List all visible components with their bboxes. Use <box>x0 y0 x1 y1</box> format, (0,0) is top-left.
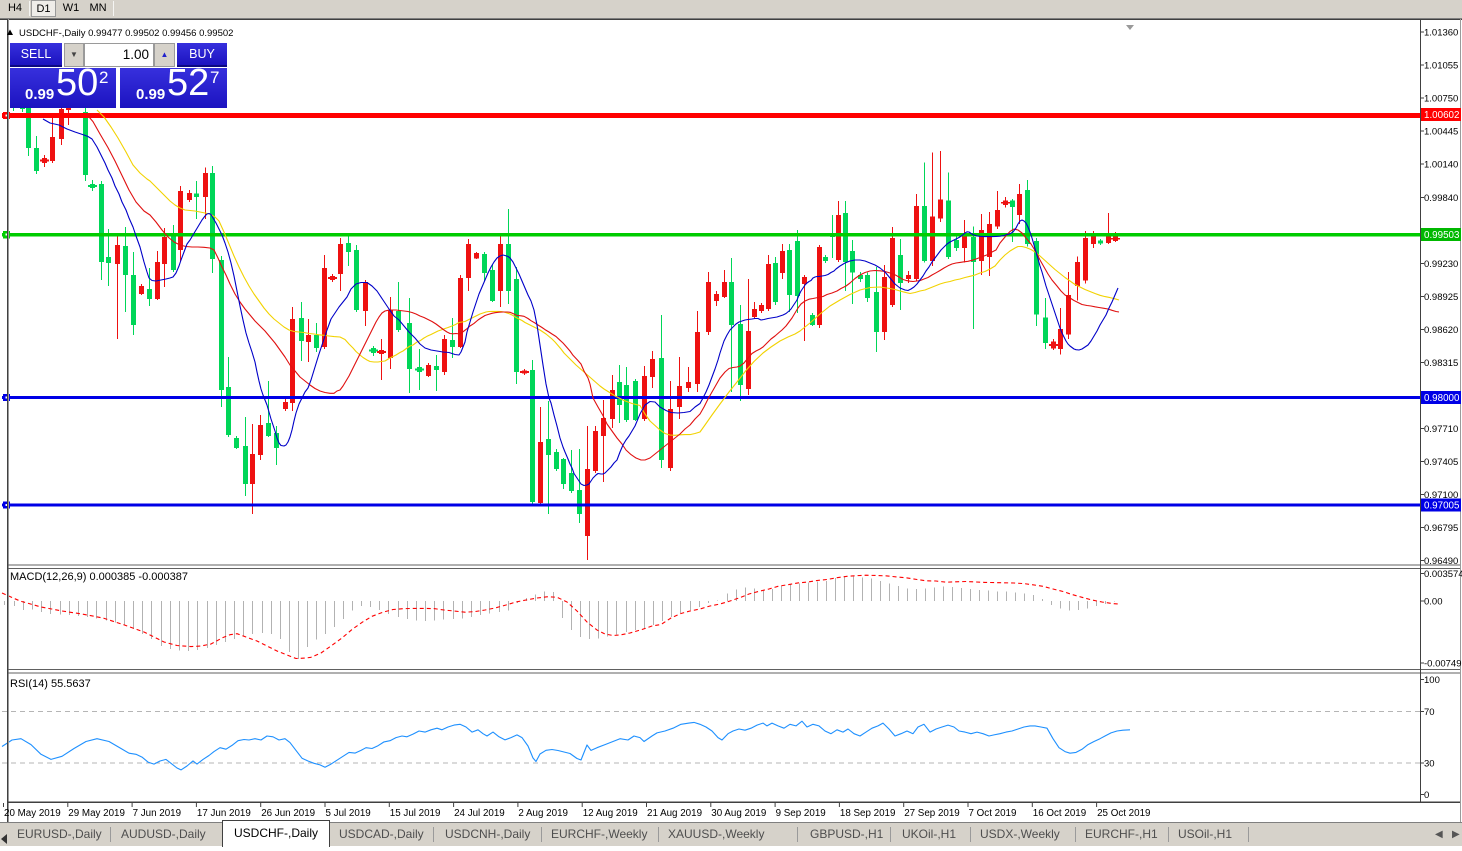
svg-text:29 May 2019: 29 May 2019 <box>68 808 125 819</box>
svg-text:0.98315: 0.98315 <box>1424 358 1458 369</box>
svg-text:0.98620: 0.98620 <box>1424 325 1458 336</box>
svg-text:15 Jul 2019: 15 Jul 2019 <box>390 808 441 819</box>
svg-text:27 Sep 2019: 27 Sep 2019 <box>904 808 960 819</box>
svg-text:0.96490: 0.96490 <box>1424 556 1458 567</box>
svg-text:1.00750: 1.00750 <box>1424 94 1458 105</box>
svg-text:7 Oct 2019: 7 Oct 2019 <box>969 808 1017 819</box>
svg-text:1.01055: 1.01055 <box>1424 61 1458 72</box>
svg-text:0: 0 <box>1424 790 1429 801</box>
svg-text:7 Jun 2019: 7 Jun 2019 <box>133 808 181 819</box>
svg-text:0.99230: 0.99230 <box>1424 259 1458 270</box>
svg-text:70: 70 <box>1424 707 1435 718</box>
svg-text:5 Jul 2019: 5 Jul 2019 <box>326 808 371 819</box>
svg-text:0.99503: 0.99503 <box>1424 230 1460 241</box>
svg-text:MACD(12,26,9) 0.000385 -0.0003: MACD(12,26,9) 0.000385 -0.000387 <box>10 571 188 583</box>
svg-text:1.00445: 1.00445 <box>1424 127 1458 138</box>
svg-text:1.01360: 1.01360 <box>1424 28 1458 39</box>
svg-text:1.00602: 1.00602 <box>1424 110 1459 121</box>
svg-text:25 Oct 2019: 25 Oct 2019 <box>1097 808 1150 819</box>
svg-text:0.97710: 0.97710 <box>1424 424 1458 435</box>
svg-text:30: 30 <box>1424 759 1435 770</box>
svg-text:USDCHF-,Daily 0.99477 0.99502: USDCHF-,Daily 0.99477 0.99502 0.99456 0.… <box>19 28 233 39</box>
svg-text:16 Oct 2019: 16 Oct 2019 <box>1033 808 1086 819</box>
svg-text:100: 100 <box>1424 675 1440 686</box>
svg-text:1.00140: 1.00140 <box>1424 160 1458 171</box>
svg-text:0.97100: 0.97100 <box>1424 490 1458 501</box>
svg-text:18 Sep 2019: 18 Sep 2019 <box>840 808 896 819</box>
svg-text:0.003574: 0.003574 <box>1424 569 1462 580</box>
svg-text:26 Jun 2019: 26 Jun 2019 <box>261 808 315 819</box>
svg-text:0.97005: 0.97005 <box>1424 501 1460 512</box>
svg-text:30 Aug 2019: 30 Aug 2019 <box>711 808 766 819</box>
svg-text:20 May 2019: 20 May 2019 <box>4 808 61 819</box>
svg-text:9 Sep 2019: 9 Sep 2019 <box>776 808 826 819</box>
svg-text:21 Aug 2019: 21 Aug 2019 <box>647 808 702 819</box>
svg-text:0.98000: 0.98000 <box>1424 393 1460 404</box>
svg-text:0.00: 0.00 <box>1424 597 1443 608</box>
svg-text:0.99840: 0.99840 <box>1424 193 1458 204</box>
svg-text:0.97405: 0.97405 <box>1424 457 1458 468</box>
svg-text:24 Jul 2019: 24 Jul 2019 <box>454 808 505 819</box>
svg-text:17 Jun 2019: 17 Jun 2019 <box>197 808 251 819</box>
svg-text:0.96795: 0.96795 <box>1424 523 1458 534</box>
svg-text:RSI(14) 55.5637: RSI(14) 55.5637 <box>10 678 91 690</box>
svg-text:-0.00749: -0.00749 <box>1424 659 1462 670</box>
svg-text:2 Aug 2019: 2 Aug 2019 <box>518 808 568 819</box>
svg-text:0.98925: 0.98925 <box>1424 292 1458 303</box>
svg-text:12 Aug 2019: 12 Aug 2019 <box>583 808 638 819</box>
